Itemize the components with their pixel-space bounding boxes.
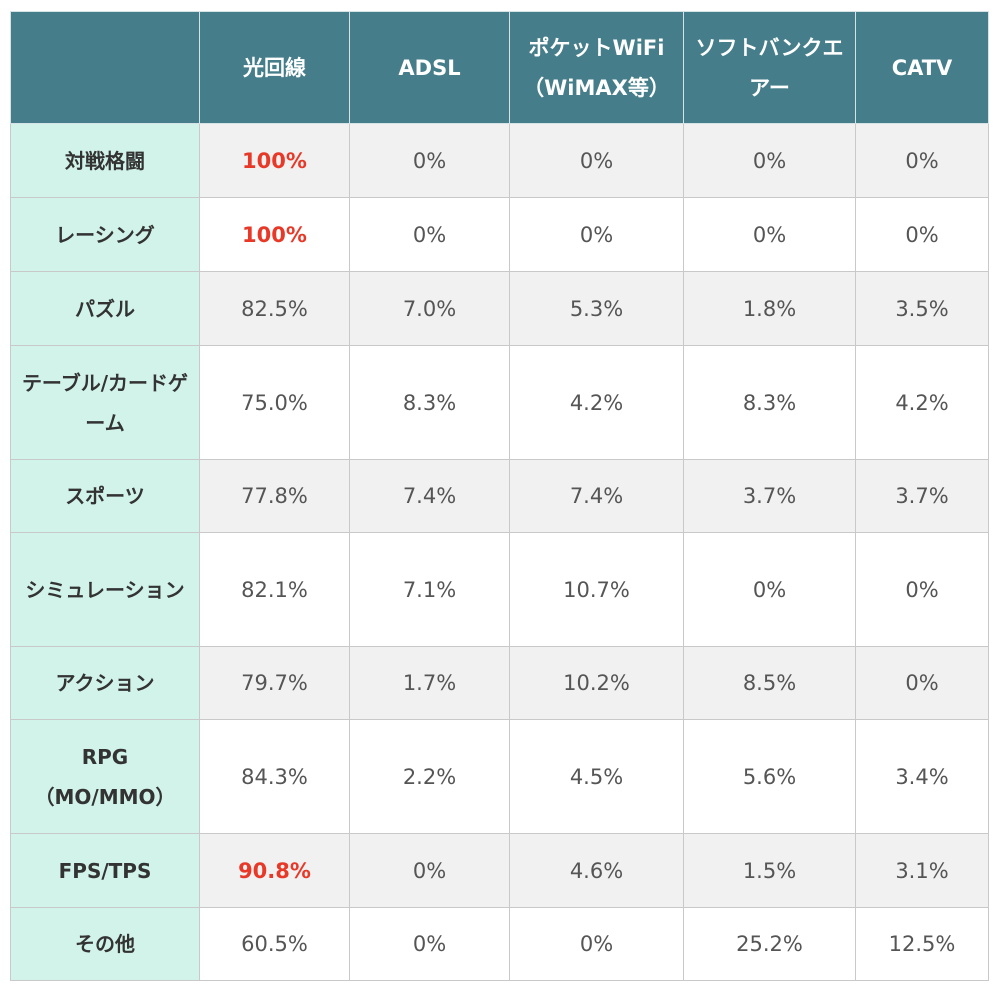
table-cell: 25.2%	[683, 907, 856, 981]
table-cell: 2.2%	[349, 719, 510, 834]
header-softbank-air: ソフトバンクエアー	[683, 11, 856, 124]
table-cell: 3.7%	[855, 459, 989, 533]
table-cell: 0%	[349, 907, 510, 981]
connection-share-table-wrapper: 光回線 ADSL ポケットWiFi（WiMAX等） ソフトバンクエアー CATV…	[10, 11, 989, 981]
table-cell: 77.8%	[199, 459, 350, 533]
header-fiber: 光回線	[199, 11, 350, 124]
table-cell: 7.4%	[349, 459, 510, 533]
table-cell: 4.6%	[509, 833, 684, 908]
table-cell: 12.5%	[855, 907, 989, 981]
table-row: その他 60.5% 0% 0% 25.2% 12.5%	[10, 907, 989, 981]
table-cell: 0%	[683, 532, 856, 647]
table-cell: 3.7%	[683, 459, 856, 533]
table-cell: 5.3%	[509, 271, 684, 346]
table-cell: 1.8%	[683, 271, 856, 346]
table-cell: 84.3%	[199, 719, 350, 834]
row-genre-label: 対戦格闘	[10, 123, 200, 198]
table-cell: 0%	[349, 123, 510, 198]
table-cell: 0%	[855, 197, 989, 272]
table-cell: 4.5%	[509, 719, 684, 834]
table-cell: 0%	[349, 197, 510, 272]
table-cell: 4.2%	[855, 345, 989, 460]
table-cell: 8.3%	[349, 345, 510, 460]
table-cell-highlight: 100%	[199, 197, 350, 272]
table-cell: 0%	[349, 833, 510, 908]
row-genre-label: レーシング	[10, 197, 200, 272]
table-cell: 8.3%	[683, 345, 856, 460]
table-cell: 5.6%	[683, 719, 856, 834]
row-genre-label: アクション	[10, 646, 200, 720]
table-row: テーブル/カードゲーム 75.0% 8.3% 4.2% 8.3% 4.2%	[10, 345, 989, 460]
table-cell: 75.0%	[199, 345, 350, 460]
table-row: RPG（MO/MMO） 84.3% 2.2% 4.5% 5.6% 3.4%	[10, 719, 989, 834]
table-cell: 3.1%	[855, 833, 989, 908]
table-cell: 0%	[683, 197, 856, 272]
header-catv: CATV	[855, 11, 989, 124]
table-cell: 3.5%	[855, 271, 989, 346]
table-cell: 3.4%	[855, 719, 989, 834]
table-cell: 60.5%	[199, 907, 350, 981]
table-row: アクション 79.7% 1.7% 10.2% 8.5% 0%	[10, 646, 989, 720]
table-cell: 8.5%	[683, 646, 856, 720]
table-cell: 0%	[509, 123, 684, 198]
table-cell: 0%	[509, 907, 684, 981]
row-genre-label: スポーツ	[10, 459, 200, 533]
table-row: シミュレーション 82.1% 7.1% 10.7% 0% 0%	[10, 532, 989, 647]
connection-share-table: 光回線 ADSL ポケットWiFi（WiMAX等） ソフトバンクエアー CATV…	[10, 11, 989, 981]
table-cell: 1.7%	[349, 646, 510, 720]
table-cell: 10.2%	[509, 646, 684, 720]
table-row: FPS/TPS 90.8% 0% 4.6% 1.5% 3.1%	[10, 833, 989, 908]
table-cell: 82.1%	[199, 532, 350, 647]
table-cell-highlight: 90.8%	[199, 833, 350, 908]
row-genre-label: テーブル/カードゲーム	[10, 345, 200, 460]
table-cell: 10.7%	[509, 532, 684, 647]
header-corner-cell	[10, 11, 200, 124]
row-genre-label: その他	[10, 907, 200, 981]
table-row: パズル 82.5% 7.0% 5.3% 1.8% 3.5%	[10, 271, 989, 346]
row-genre-label: FPS/TPS	[10, 833, 200, 908]
table-cell: 4.2%	[509, 345, 684, 460]
table-cell: 0%	[855, 532, 989, 647]
table-header-row: 光回線 ADSL ポケットWiFi（WiMAX等） ソフトバンクエアー CATV	[10, 11, 989, 124]
table-row: レーシング 100% 0% 0% 0% 0%	[10, 197, 989, 272]
table-cell: 0%	[683, 123, 856, 198]
table-row: スポーツ 77.8% 7.4% 7.4% 3.7% 3.7%	[10, 459, 989, 533]
header-adsl: ADSL	[349, 11, 510, 124]
table-cell: 0%	[855, 646, 989, 720]
table-cell: 79.7%	[199, 646, 350, 720]
header-pocket-wifi: ポケットWiFi（WiMAX等）	[509, 11, 684, 124]
row-genre-label: RPG（MO/MMO）	[10, 719, 200, 834]
row-genre-label: シミュレーション	[10, 532, 200, 647]
table-cell: 0%	[509, 197, 684, 272]
table-cell: 7.1%	[349, 532, 510, 647]
table-cell: 82.5%	[199, 271, 350, 346]
row-genre-label: パズル	[10, 271, 200, 346]
table-row: 対戦格闘 100% 0% 0% 0% 0%	[10, 123, 989, 198]
table-cell: 1.5%	[683, 833, 856, 908]
table-cell: 0%	[855, 123, 989, 198]
table-cell-highlight: 100%	[199, 123, 350, 198]
table-cell: 7.0%	[349, 271, 510, 346]
table-cell: 7.4%	[509, 459, 684, 533]
